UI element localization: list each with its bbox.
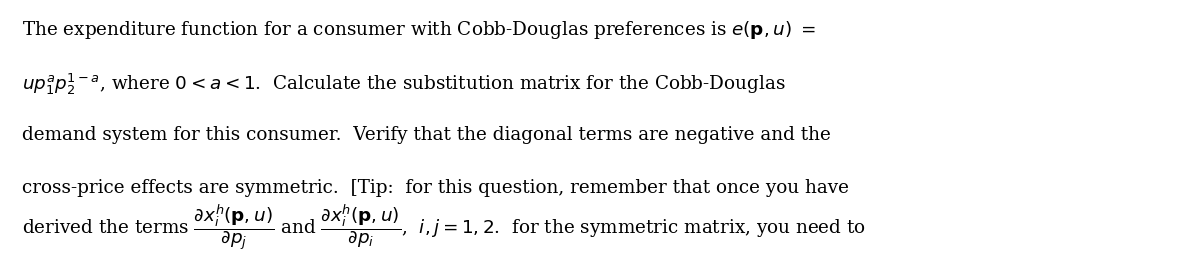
Text: cross-price effects are symmetric.  [Tip:  for this question, remember that once: cross-price effects are symmetric. [Tip:… — [22, 179, 848, 197]
Text: The expenditure function for a consumer with Cobb-Douglas preferences is $e(\mat: The expenditure function for a consumer … — [22, 19, 816, 41]
Text: derived the terms $\dfrac{\partial x_i^h(\mathbf{p},u)}{\partial p_j}$ and $\dfr: derived the terms $\dfrac{\partial x_i^h… — [22, 203, 865, 253]
Text: demand system for this consumer.  Verify that the diagonal terms are negative an: demand system for this consumer. Verify … — [22, 126, 830, 144]
Text: $up_1^a p_2^{1-a}$, where $0 < a < 1$.  Calculate the substitution matrix for th: $up_1^a p_2^{1-a}$, where $0 < a < 1$. C… — [22, 72, 785, 97]
